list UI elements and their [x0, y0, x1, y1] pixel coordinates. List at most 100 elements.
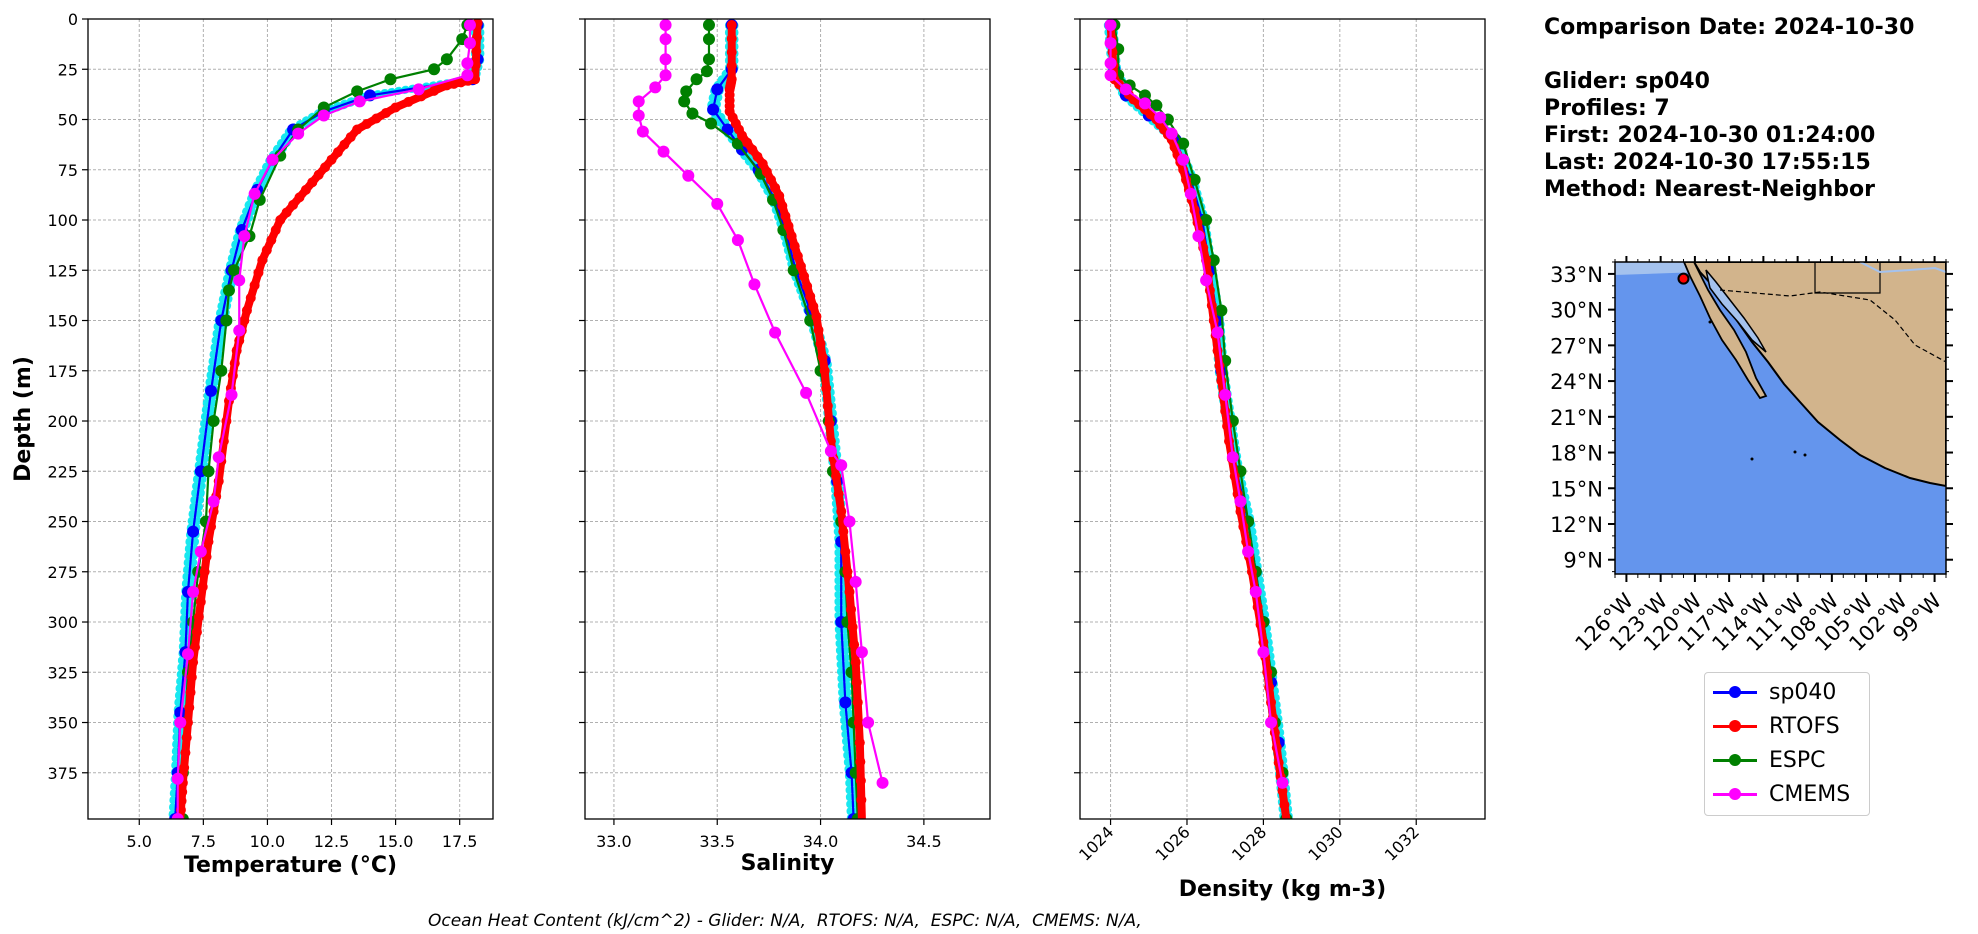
axes-frame — [1079, 18, 1486, 820]
legend-label-sp040: sp040 — [1769, 679, 1837, 705]
series-point-rtofs — [808, 301, 819, 312]
data-layer — [632, 19, 889, 819]
glider-profile-line — [1103, 21, 1287, 819]
series-point-cmems — [181, 648, 194, 661]
series-point-rtofs — [726, 60, 737, 71]
series-point-rtofs — [203, 536, 214, 547]
series-point-rtofs — [789, 241, 800, 252]
series-point-cmems — [461, 69, 474, 82]
series-point-rtofs — [855, 775, 866, 786]
series-point-rtofs — [726, 47, 737, 58]
series-point-cmems — [1276, 776, 1289, 789]
series-point-espc — [222, 284, 235, 297]
series-point-rtofs — [815, 338, 826, 349]
series-point-rtofs — [352, 124, 363, 135]
series-point-cmems — [1257, 646, 1270, 659]
interp-method: Method: Nearest-Neighbor — [1544, 177, 1875, 202]
series-point-rtofs — [320, 162, 331, 173]
series-point-cmems — [876, 776, 889, 789]
series-point-rtofs — [176, 795, 187, 806]
x-tick-label: 10.0 — [250, 832, 286, 851]
series-point-rtofs — [380, 107, 391, 118]
series-point-rtofs — [849, 639, 860, 650]
series-point-cmems — [659, 33, 672, 46]
lat-tick-label: 9°N — [1563, 549, 1603, 573]
series-point-rtofs — [846, 604, 857, 615]
series-point-rtofs — [726, 20, 737, 31]
series-point-rtofs — [332, 147, 343, 158]
series-point-rtofs — [270, 225, 281, 236]
series-point-rtofs — [817, 352, 828, 363]
x-tick-label: 34.0 — [803, 832, 839, 851]
series-point-rtofs — [855, 756, 866, 767]
series-point-rtofs — [824, 418, 835, 429]
legend-swatch-sp040 — [1713, 682, 1757, 702]
series-point-rtofs — [774, 190, 785, 201]
series-point-rtofs — [261, 245, 272, 256]
x-tick-label: 34.5 — [906, 832, 942, 851]
series-point-cmems — [748, 278, 761, 291]
series-point-cmems — [659, 19, 672, 32]
series-point-cmems — [461, 57, 474, 70]
series-point-espc — [428, 63, 441, 76]
series-line-cmems — [176, 25, 472, 819]
series-point-rtofs — [186, 672, 197, 683]
first-time: First: 2024-10-30 01:24:00 — [1544, 123, 1876, 148]
series-point-rtofs — [294, 192, 305, 203]
series-point-rtofs — [241, 305, 252, 316]
series-point-espc — [1215, 304, 1228, 317]
series-point-rtofs — [840, 546, 851, 557]
series-point-cmems — [1200, 274, 1213, 287]
series-point-cmems — [207, 495, 220, 508]
axes-frame — [87, 18, 494, 820]
series-point-cmems — [212, 451, 225, 464]
x-tick-label: 12.5 — [314, 832, 350, 851]
series-point-rtofs — [190, 642, 201, 653]
series-point-rtofs — [239, 315, 250, 326]
x-tick-label: 7.5 — [191, 832, 216, 851]
series-point-espc — [215, 364, 228, 377]
legend-label-cmems: CMEMS — [1769, 781, 1851, 807]
series-point-rtofs — [1264, 682, 1275, 693]
y-tick-label: 125 — [47, 261, 78, 280]
series-point-espc — [690, 73, 703, 86]
series-point-cmems — [233, 324, 246, 337]
y-tick-label: 100 — [47, 211, 78, 230]
series-point-cmems — [1192, 230, 1205, 243]
series-point-rtofs — [199, 566, 210, 577]
series-point-rtofs — [856, 794, 867, 805]
series-point-rtofs — [799, 271, 810, 282]
series-point-cmems — [248, 187, 261, 200]
comparison-info: Comparison Date: 2024-10-30 Glider: sp04… — [1544, 14, 1914, 203]
series-point-espc — [1200, 214, 1213, 227]
legend-label-rtofs: RTOFS — [1769, 713, 1840, 739]
y-tick-label: 300 — [47, 613, 78, 632]
series-point-rtofs — [833, 488, 844, 499]
data-layer — [168, 19, 485, 819]
series-point-cmems — [1177, 153, 1190, 166]
x-tick-label: 1032 — [1381, 822, 1423, 864]
y-tick-label: 225 — [47, 462, 78, 481]
glider-name: Glider: sp040 — [1544, 69, 1710, 94]
series-point-cmems — [659, 53, 672, 66]
series-point-espc — [440, 53, 453, 66]
series-point-cmems — [769, 326, 782, 339]
series-point-rtofs — [281, 207, 292, 218]
x-tick-label: 15.0 — [378, 832, 414, 851]
series-point-sp040 — [711, 83, 724, 96]
series-point-cmems — [353, 95, 366, 108]
series-point-rtofs — [836, 506, 847, 517]
series-point-rtofs — [339, 139, 350, 150]
series-point-espc — [702, 33, 715, 46]
last-time: Last: 2024-10-30 17:55:15 — [1544, 150, 1871, 175]
series-point-rtofs — [1277, 785, 1288, 796]
country-border — [1814, 262, 1881, 294]
series-point-cmems — [1242, 545, 1255, 558]
y-tick-label: 50 — [58, 111, 78, 130]
profile-count: Profiles: 7 — [1544, 96, 1670, 121]
series-point-rtofs — [822, 400, 833, 411]
series-point-rtofs — [821, 383, 832, 394]
series-point-rtofs — [770, 182, 781, 193]
series-point-sp040 — [187, 525, 200, 538]
series-point-rtofs — [193, 611, 204, 622]
